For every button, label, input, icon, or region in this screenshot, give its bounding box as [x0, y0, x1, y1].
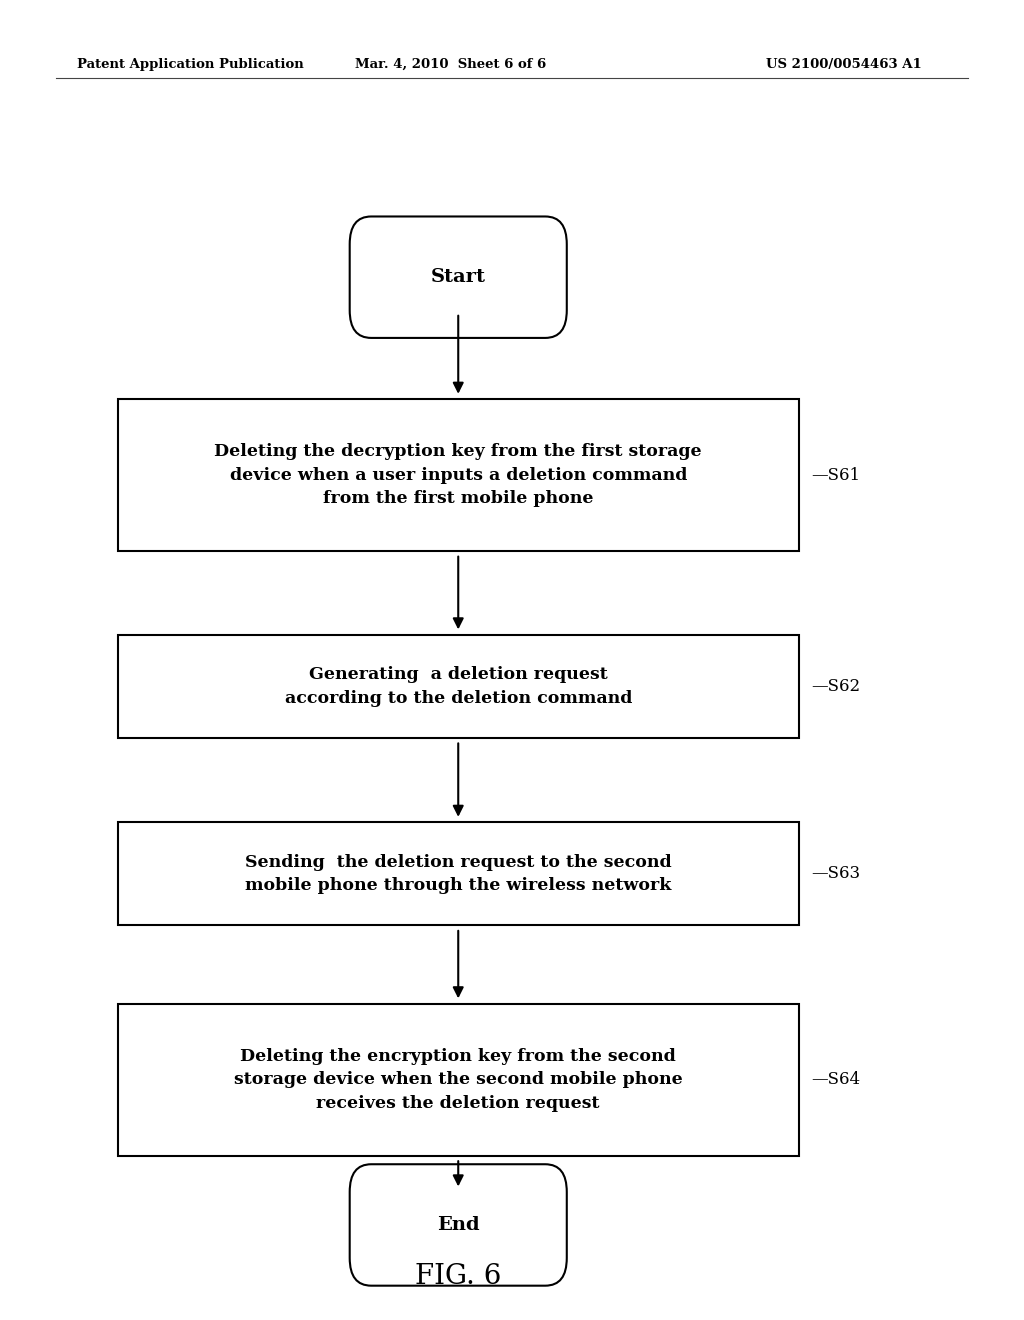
Text: —S63: —S63 [811, 866, 860, 882]
Text: Start: Start [431, 268, 485, 286]
Text: Patent Application Publication: Patent Application Publication [77, 58, 303, 71]
Text: Generating  a deletion request
according to the deletion command: Generating a deletion request according … [285, 667, 632, 706]
Text: —S64: —S64 [811, 1072, 860, 1088]
Bar [118, 400, 799, 552]
Text: —S62: —S62 [811, 678, 860, 694]
FancyBboxPatch shape [349, 216, 567, 338]
Bar [118, 635, 799, 738]
Text: Mar. 4, 2010  Sheet 6 of 6: Mar. 4, 2010 Sheet 6 of 6 [355, 58, 546, 71]
Text: US 2100/0054463 A1: US 2100/0054463 A1 [766, 58, 922, 71]
Text: End: End [437, 1216, 479, 1234]
Text: Sending  the deletion request to the second
mobile phone through the wireless ne: Sending the deletion request to the seco… [245, 854, 672, 894]
Bar [118, 822, 799, 925]
Text: Deleting the encryption key from the second
storage device when the second mobil: Deleting the encryption key from the sec… [233, 1048, 683, 1111]
Text: Deleting the decryption key from the first storage
device when a user inputs a d: Deleting the decryption key from the fir… [214, 444, 702, 507]
Text: —S61: —S61 [811, 467, 860, 483]
Bar [118, 1003, 799, 1156]
FancyBboxPatch shape [349, 1164, 567, 1286]
Text: FIG. 6: FIG. 6 [415, 1263, 502, 1290]
